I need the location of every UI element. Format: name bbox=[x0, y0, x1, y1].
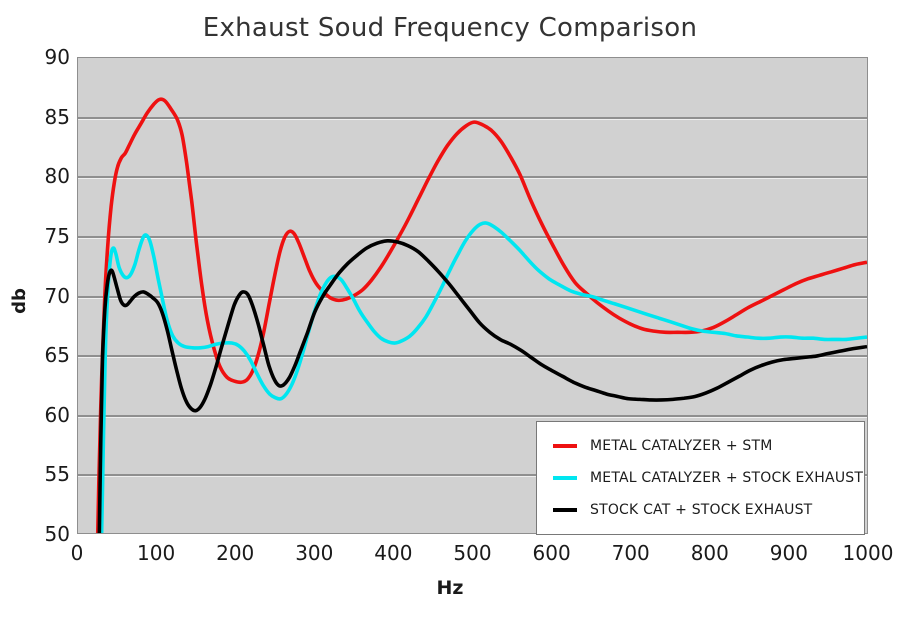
y-tick-label: 75 bbox=[44, 223, 70, 248]
y-tick-label: 80 bbox=[44, 164, 70, 189]
x-tick-label: 300 bbox=[295, 541, 334, 565]
y-tick-label: 90 bbox=[44, 45, 70, 69]
x-axis-label: Hz bbox=[436, 577, 464, 599]
y-tick-label: 85 bbox=[44, 104, 70, 129]
y-tick-label: 50 bbox=[44, 522, 70, 546]
gridline bbox=[78, 474, 867, 477]
x-tick-label: 0 bbox=[70, 541, 84, 565]
legend-label: METAL CATALYZER + STM bbox=[590, 438, 773, 454]
gridline bbox=[78, 414, 867, 417]
plot-area bbox=[77, 57, 868, 534]
x-tick-label: 400 bbox=[374, 541, 413, 565]
legend-line-swatch bbox=[553, 508, 577, 512]
y-tick-label: 55 bbox=[44, 462, 70, 487]
series-line-stock-cat-stock-exhaust bbox=[97, 238, 867, 533]
x-tick-label: 500 bbox=[453, 541, 492, 565]
legend-row: STOCK CAT + STOCK EXHAUST bbox=[553, 502, 860, 518]
y-axis-label: db bbox=[9, 288, 30, 314]
legend-row: METAL CATALYZER + STOCK EXHAUST bbox=[553, 470, 864, 486]
chart-title: Exhaust Soud Frequency Comparison bbox=[202, 13, 698, 43]
gridline bbox=[78, 116, 867, 119]
legend: METAL CATALYZER + STM METAL CATALYZER + S… bbox=[536, 421, 865, 535]
y-tick-label: 70 bbox=[44, 283, 70, 308]
x-tick-label: 700 bbox=[611, 541, 650, 565]
y-tick-label: 60 bbox=[44, 402, 70, 427]
legend-line-swatch bbox=[553, 444, 577, 448]
series-line-metal-catalyzer-stock-exhaust bbox=[99, 221, 867, 533]
legend-label: STOCK CAT + STOCK EXHAUST bbox=[590, 502, 813, 518]
x-tick-label: 900 bbox=[769, 541, 808, 565]
series-plot-svg bbox=[95, 97, 867, 533]
x-tick-label: 100 bbox=[137, 541, 176, 565]
x-tick-label: 600 bbox=[532, 541, 571, 565]
gridline bbox=[78, 176, 867, 179]
legend-line-swatch bbox=[553, 476, 577, 480]
gridline bbox=[78, 355, 867, 358]
y-tick-label: 65 bbox=[44, 343, 70, 368]
gridline bbox=[78, 235, 867, 238]
x-tick-label: 1000 bbox=[842, 541, 894, 565]
x-tick-label: 800 bbox=[690, 541, 729, 565]
x-tick-label: 200 bbox=[216, 541, 255, 565]
gridline bbox=[78, 295, 867, 298]
legend-label: METAL CATALYZER + STOCK EXHAUST bbox=[590, 470, 864, 486]
legend-row: METAL CATALYZER + STM bbox=[553, 438, 860, 454]
